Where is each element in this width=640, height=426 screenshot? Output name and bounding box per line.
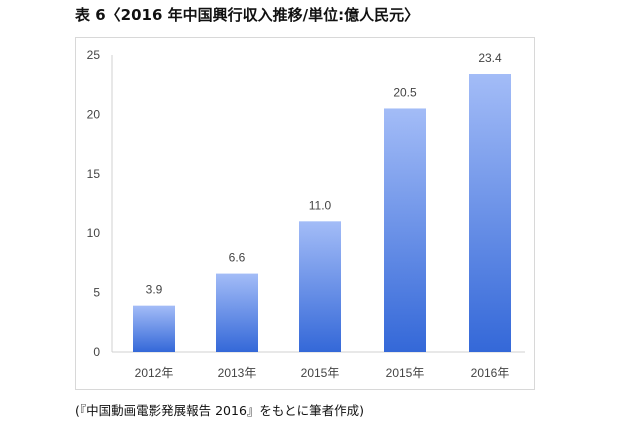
bar xyxy=(469,74,511,353)
bar xyxy=(299,221,341,352)
bar xyxy=(384,108,426,353)
data-label: 23.4 xyxy=(478,51,502,65)
data-label: 20.5 xyxy=(393,85,417,99)
chart-frame xyxy=(75,37,535,390)
x-tick-label: 2016年 xyxy=(471,366,510,380)
y-tick-label: 5 xyxy=(93,286,100,300)
y-tick-label: 0 xyxy=(93,345,100,359)
x-tick-label: 2015年 xyxy=(301,366,340,380)
bar xyxy=(133,305,175,352)
y-tick-label: 25 xyxy=(87,48,101,62)
y-tick-label: 15 xyxy=(87,167,101,181)
x-tick-label: 2012年 xyxy=(135,366,174,380)
source-note: (『中国動画電影発展報告 2016』をもとに筆者作成) xyxy=(75,403,365,418)
data-label: 3.9 xyxy=(146,283,163,297)
data-label: 6.6 xyxy=(229,251,246,265)
x-tick-label: 2013年 xyxy=(218,366,257,380)
y-tick-label: 20 xyxy=(87,107,101,121)
y-tick-label: 10 xyxy=(87,226,101,240)
chart-title: 表 6〈2016 年中国興行収入推移/単位:億人民元〉 xyxy=(75,6,420,24)
x-tick-label: 2015年 xyxy=(386,366,425,380)
data-label: 11.0 xyxy=(309,198,332,212)
bar xyxy=(216,273,258,352)
